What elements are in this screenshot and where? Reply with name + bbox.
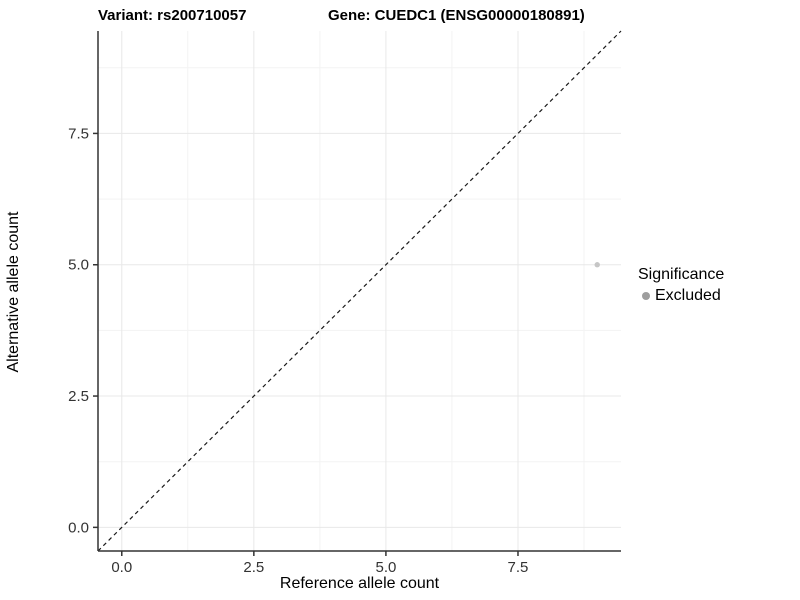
legend-entry-excluded: Excluded xyxy=(638,287,724,305)
x-tick-label: 7.5 xyxy=(508,559,529,576)
plot-title-gene: Gene: CUEDC1 (ENSG00000180891) xyxy=(328,7,585,24)
y-tick-label: 5.0 xyxy=(68,257,89,274)
x-tick-label: 5.0 xyxy=(375,559,396,576)
legend-title: Significance xyxy=(638,266,725,283)
legend-dot-icon xyxy=(642,292,650,300)
legend: Significance Excluded xyxy=(638,266,724,305)
identity-dashed-line xyxy=(97,30,622,552)
y-tick-label: 2.5 xyxy=(68,388,89,405)
y-tick-label: 0.0 xyxy=(68,519,89,536)
plot-title-variant: Variant: rs200710057 xyxy=(98,7,247,24)
x-tick-label: 0.0 xyxy=(111,559,132,576)
y-axis-title: Alternative allele count xyxy=(5,211,22,373)
x-axis-title: Reference allele count xyxy=(279,575,440,592)
legend-entry-label: Excluded xyxy=(655,287,721,304)
data-point xyxy=(594,262,600,268)
y-tick-label: 7.5 xyxy=(68,125,89,142)
x-tick-label: 2.5 xyxy=(243,559,264,576)
